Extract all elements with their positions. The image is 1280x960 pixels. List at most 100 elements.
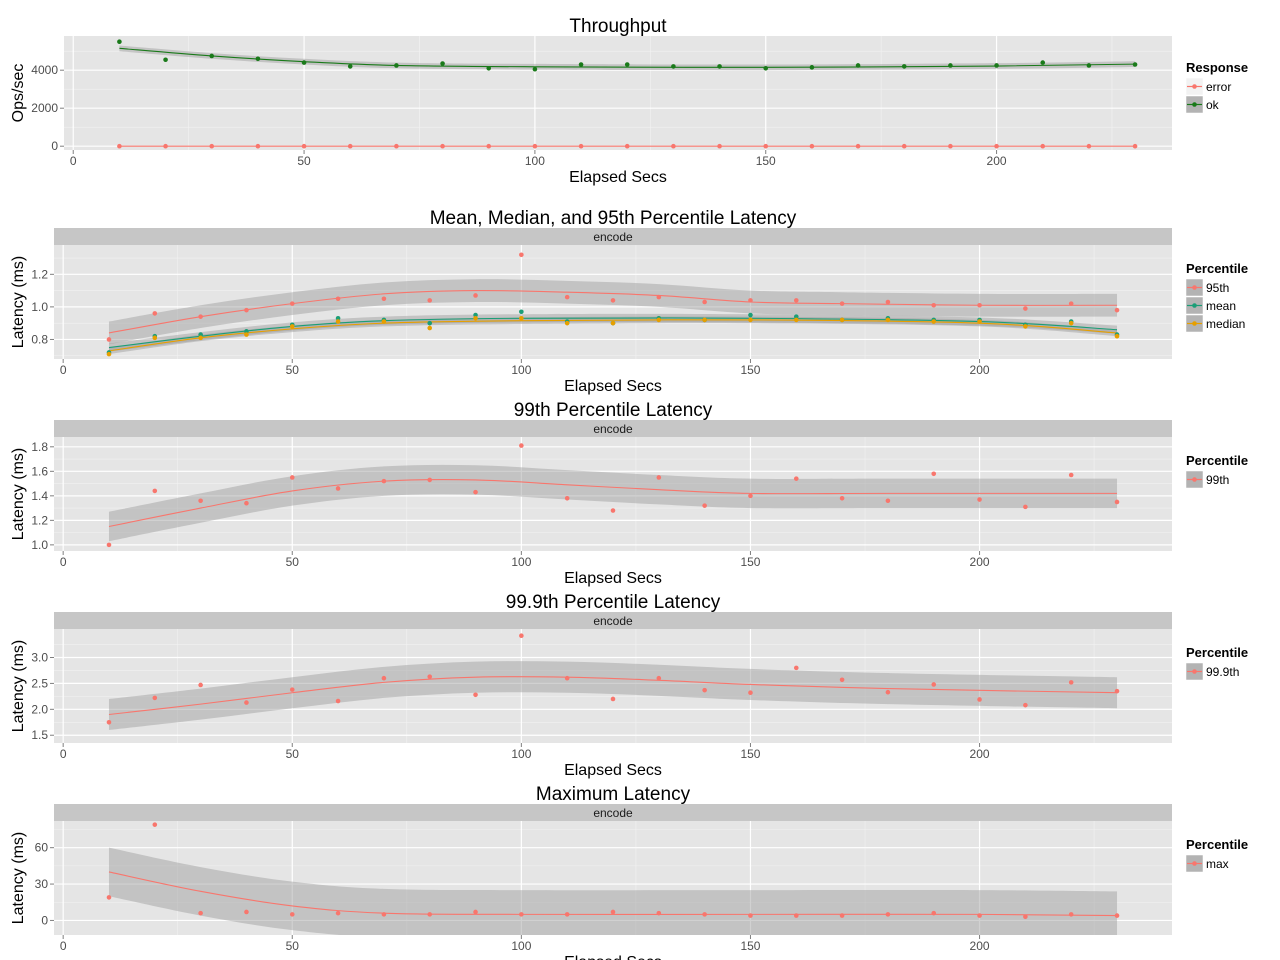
data-point-mean [198,332,203,337]
data-point-99th [244,500,249,506]
data-point-99.9th [289,687,295,692]
data-point-95th [427,298,433,303]
legend-title: Percentile [1186,645,1248,660]
data-point-95th [152,311,158,316]
y-tick-label: 1.2 [31,267,48,281]
data-point-median [152,335,158,341]
x-tick-label: 150 [740,939,760,953]
legend-key-point [1192,102,1197,107]
data-point-99.9th [1114,688,1120,694]
data-point-99th [381,478,387,484]
data-point-95th [610,298,616,303]
data-point-99th [152,488,158,494]
data-point-error [763,143,769,149]
data-point-95th [977,302,982,308]
data-point-median [656,317,662,323]
facet-strip-label: encode [593,422,633,436]
data-point-95th [748,298,753,303]
data-point-99.9th [977,697,982,702]
data-point-99.9th [1068,680,1074,685]
data-point-99.9th [381,675,387,681]
data-point-median [610,320,616,326]
data-point-99.9th [885,689,891,695]
data-point-error [855,143,861,149]
data-point-median [748,317,753,323]
y-tick-label: 4000 [31,63,58,77]
plot-panel [54,629,1172,743]
data-point-max [564,912,570,917]
data-point-max [289,912,295,917]
data-point-mean [335,315,341,321]
plot-panel [54,821,1172,935]
confidence-band-max [108,847,1118,935]
data-point-error [901,143,907,149]
x-tick-label: 200 [970,363,990,377]
data-layer [106,443,1120,548]
data-point-max [931,910,937,916]
data-point-max [106,895,112,900]
data-layer [106,252,1120,357]
chart-mean-median-95: Mean, Median, and 95th Percentile Latenc… [10,208,1248,395]
facet-strip [54,804,1172,821]
data-point-median [381,319,387,324]
data-point-95th [335,296,341,302]
x-axis-label: Elapsed Secs [564,954,662,960]
plot-panel [64,36,1172,150]
y-tick-label: 2.5 [31,676,48,690]
legend-title: Percentile [1186,453,1248,468]
data-point-error [948,143,953,149]
x-tick-label: 200 [970,747,990,761]
data-point-ok [1040,60,1046,65]
x-tick-label: 150 [740,363,760,377]
data-point-max [473,909,478,915]
data-layer [106,633,1120,731]
x-tick-label: 50 [286,747,300,761]
data-point-95th [473,293,478,298]
data-point-median [931,319,937,324]
y-tick-label: 30 [35,877,49,891]
data-point-max [610,909,616,915]
data-point-99th [931,471,937,477]
data-point-95th [244,307,249,313]
data-point-ok [763,66,769,71]
data-point-99th [977,497,982,502]
data-point-max [152,822,158,827]
y-axis-label: Latency (ms) [10,256,27,348]
data-point-max [1023,914,1028,920]
chart-title: Mean, Median, and 95th Percentile Latenc… [430,208,797,229]
data-point-ok [1132,62,1138,67]
legend-entry-label: error [1206,80,1231,94]
data-point-ok [301,60,307,65]
y-axis-label: Latency (ms) [10,448,27,540]
x-axis-label: Elapsed Secs [564,570,662,587]
data-point-ok [948,63,953,68]
data-point-median [1114,333,1120,339]
data-point-mean [473,312,478,318]
legend-entry-label: ok [1206,98,1220,112]
x-tick-label: 100 [511,939,531,953]
data-point-ok [209,53,215,59]
data-point-median [198,335,203,341]
data-point-99.9th [931,682,937,687]
legend-key-point [1192,669,1197,674]
data-point-99.9th [427,674,433,679]
data-point-max [519,912,524,917]
data-point-99th [564,495,570,501]
data-point-95th [106,337,112,342]
data-point-max [335,910,341,916]
data-point-error [255,143,261,149]
data-point-mean [427,320,433,326]
data-point-ok [624,62,630,67]
confidence-band-median [108,316,1118,355]
data-point-99th [1068,472,1074,478]
legend-entry-label: max [1206,857,1229,871]
x-tick-label: 0 [60,555,67,569]
x-tick-label: 0 [60,363,67,377]
data-point-95th [793,298,799,303]
facet-strip [54,420,1172,437]
data-point-error [394,143,399,149]
y-tick-label: 2000 [31,101,58,115]
data-point-ok [578,62,584,67]
